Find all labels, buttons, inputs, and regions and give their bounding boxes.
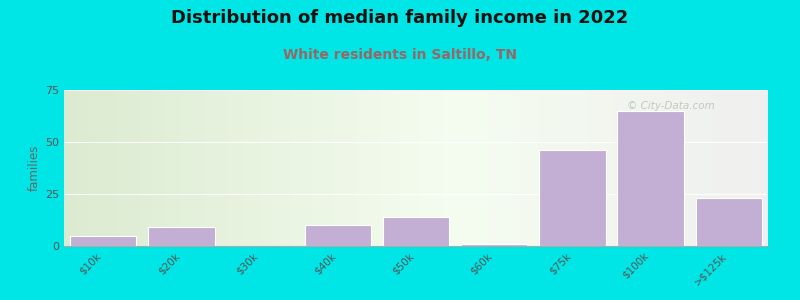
Bar [305, 225, 371, 246]
Y-axis label: families: families [28, 145, 41, 191]
Bar [539, 150, 606, 246]
Bar [461, 244, 527, 246]
Bar [696, 198, 762, 246]
Bar [618, 111, 684, 246]
Bar [148, 227, 214, 246]
Text: Distribution of median family income in 2022: Distribution of median family income in … [171, 9, 629, 27]
Bar [382, 217, 450, 246]
Text: © City-Data.com: © City-Data.com [627, 101, 715, 111]
Text: White residents in Saltillo, TN: White residents in Saltillo, TN [283, 48, 517, 62]
Bar [70, 236, 136, 246]
